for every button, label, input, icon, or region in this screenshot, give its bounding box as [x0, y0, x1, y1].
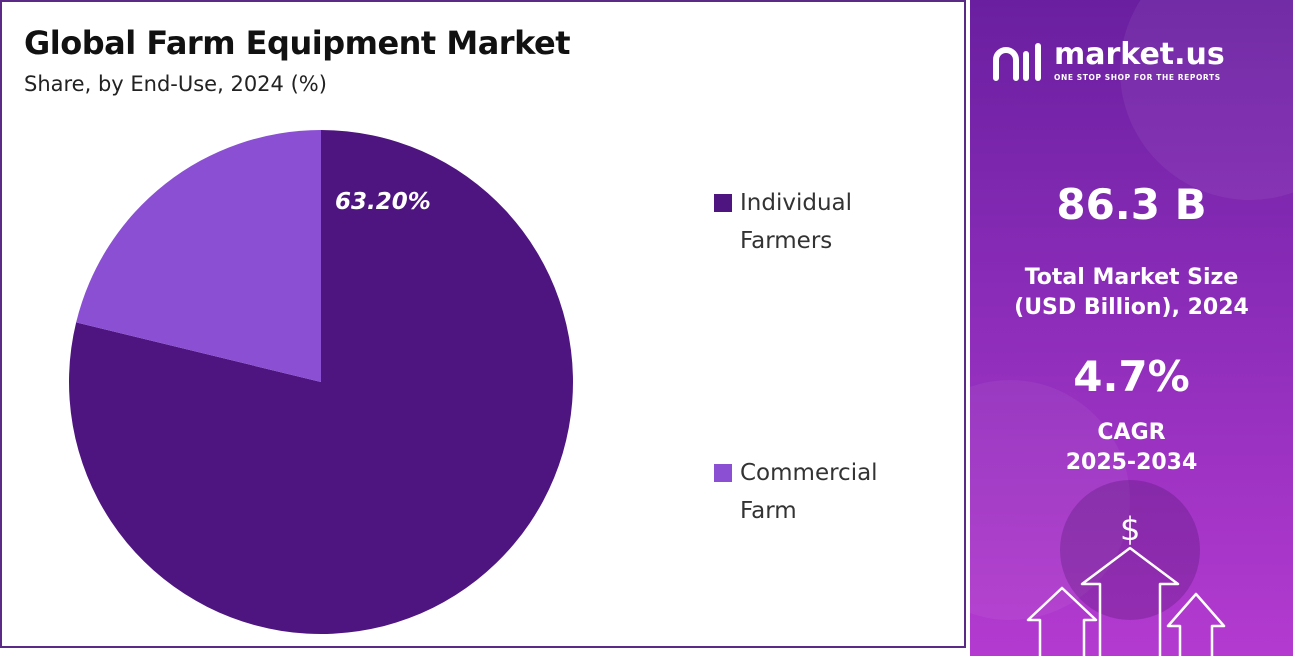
market-us-logo-icon	[993, 43, 1041, 81]
legend-label-line2: Farmers	[740, 228, 833, 254]
pie-slice-commercial-farm	[76, 130, 321, 382]
legend-item-individual-farmers: Individual Farmers	[714, 184, 940, 260]
chart-title: Global Farm Equipment Market	[24, 24, 571, 62]
up-arrow-icon	[1080, 546, 1180, 656]
legend-swatch-commercial-farm	[714, 464, 732, 482]
legend-item-commercial-farm: Commercial Farm	[714, 454, 940, 530]
market-us-logo: market.us ONE STOP SHOP FOR THE REPORTS	[992, 40, 1225, 82]
cagr-value: 4.7%	[1073, 352, 1190, 401]
summary-sidebar: market.us ONE STOP SHOP FOR THE REPORTS …	[970, 0, 1293, 656]
data-label-individual-farmers: 63.20%	[335, 189, 431, 215]
market-size-label-line2: (USD Billion), 2024	[1014, 295, 1249, 320]
legend-label-line1: Commercial	[740, 460, 878, 486]
pie-chart: 63.20%	[68, 130, 574, 634]
legend-label-line1: Individual	[740, 190, 853, 216]
background-decoration	[1120, 0, 1293, 200]
background-decoration	[1060, 480, 1200, 620]
dollar-icon: $	[1120, 510, 1141, 548]
market-size-value: 86.3 B	[1056, 180, 1207, 229]
logo-name: market.us	[1054, 37, 1225, 72]
legend-swatch-individual-farmers	[714, 194, 732, 212]
cagr-period: 2025-2034	[1065, 450, 1198, 475]
up-arrow-icon	[1166, 592, 1226, 656]
chart-panel: Global Farm Equipment Market Share, by E…	[0, 0, 966, 648]
legend-label-line2: Farm	[740, 498, 797, 524]
cagr-label: CAGR	[1097, 420, 1166, 445]
chart-subtitle: Share, by End-Use, 2024 (%)	[24, 72, 327, 96]
up-arrow-icon	[1026, 586, 1098, 656]
market-size-label-line1: Total Market Size	[1024, 265, 1239, 290]
growth-arrows	[1026, 546, 1226, 656]
logo-tagline: ONE STOP SHOP FOR THE REPORTS	[1054, 73, 1221, 82]
